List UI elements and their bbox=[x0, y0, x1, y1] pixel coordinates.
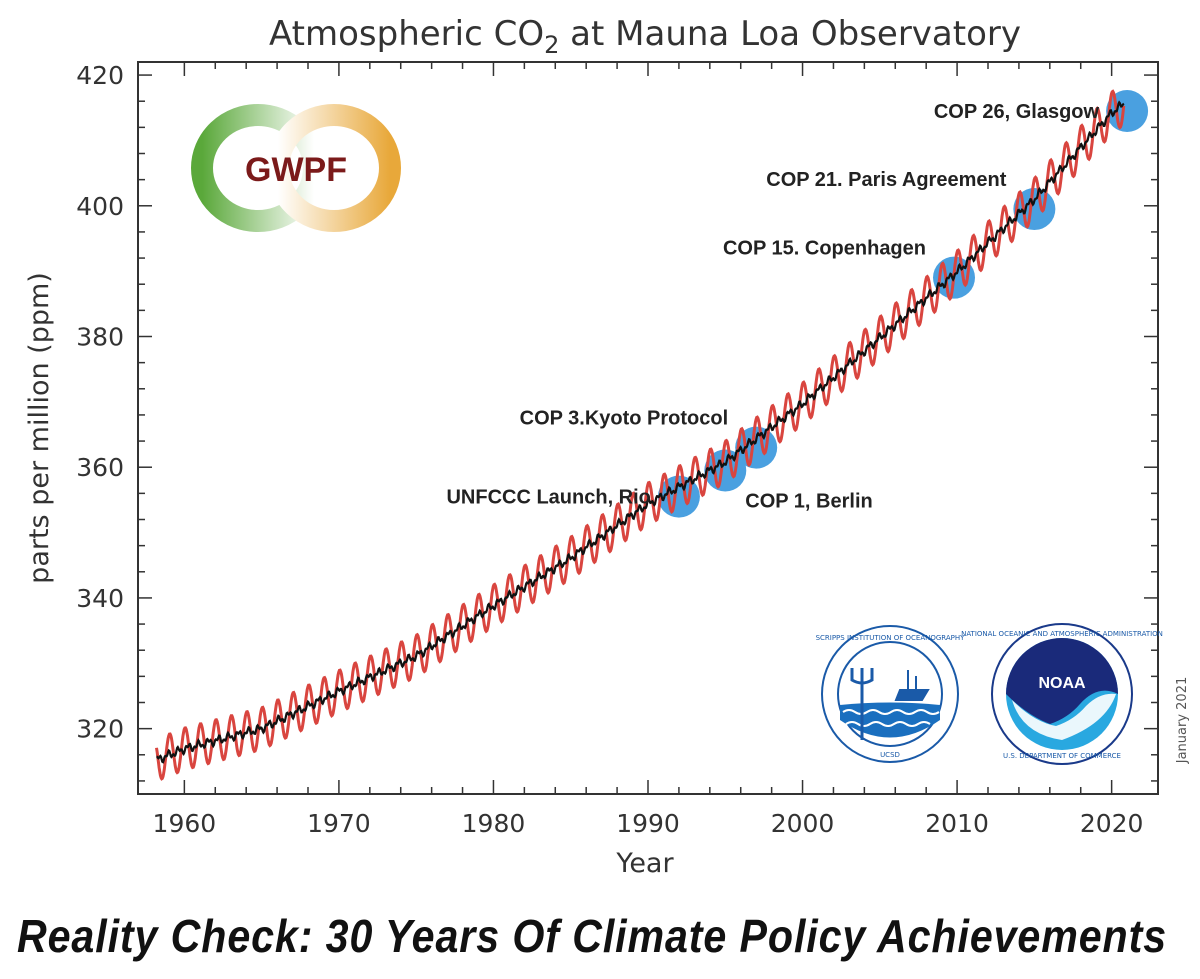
x-tick-label: 1960 bbox=[153, 809, 217, 838]
y-axis-title: parts per million (ppm) bbox=[24, 272, 55, 584]
chart-title: Atmospheric CO2 at Mauna Loa Observatory bbox=[269, 14, 1021, 59]
event-label: COP 3.Kyoto Protocol bbox=[520, 408, 729, 430]
noaa-dept-text: U.S. DEPARTMENT OF COMMERCE bbox=[1003, 752, 1121, 760]
event-label: COP 21. Paris Agreement bbox=[766, 169, 1006, 191]
event-markers bbox=[657, 90, 1149, 518]
event-label: UNFCCC Launch, Rio bbox=[446, 487, 650, 509]
y-tick-label: 420 bbox=[76, 61, 124, 90]
y-tick-label: 320 bbox=[76, 715, 124, 744]
y-tick-label: 400 bbox=[76, 192, 124, 221]
event-labels: UNFCCC Launch, Rio COP 1, Berlin COP 3.Kyo… bbox=[446, 101, 1099, 512]
y-tick-label: 340 bbox=[76, 584, 124, 613]
gwpf-logo-text: GWPF bbox=[245, 151, 347, 189]
y-tick-label: 380 bbox=[76, 323, 124, 352]
x-tick-label: 1980 bbox=[462, 809, 526, 838]
trend-co2-line bbox=[156, 100, 1125, 764]
scripps-logo-text: SCRIPPS INSTITUTION OF OCEANOGRAPHY bbox=[816, 634, 966, 642]
title-subscript: 2 bbox=[544, 31, 559, 59]
x-tick-label: 1970 bbox=[307, 809, 371, 838]
x-tick-label: 2020 bbox=[1080, 809, 1144, 838]
x-tick-labels: 1960 1970 1980 1990 2000 2010 2020 bbox=[153, 809, 1144, 838]
x-tick-label: 1990 bbox=[616, 809, 680, 838]
x-tick-label: 2010 bbox=[925, 809, 989, 838]
scripps-logo-subtext: UCSD bbox=[880, 751, 900, 759]
scripps-logo: SCRIPPS INSTITUTION OF OCEANOGRAPHY UCSD bbox=[816, 625, 966, 763]
event-label: COP 26, Glasgow bbox=[934, 101, 1100, 123]
noaa-ring-text: NATIONAL OCEANIC AND ATMOSPHERIC ADMINIS… bbox=[961, 630, 1163, 638]
event-label: COP 15. Copenhagen bbox=[723, 238, 926, 260]
noaa-logo-text: NOAA bbox=[1038, 675, 1086, 692]
x-tick-label: 2000 bbox=[771, 809, 835, 838]
title-suffix: at Mauna Loa Observatory bbox=[559, 14, 1021, 54]
noaa-logo: NOAA NATIONAL OCEANIC AND ATMOSPHERIC AD… bbox=[961, 623, 1163, 765]
event-label: COP 1, Berlin bbox=[745, 490, 872, 512]
gwpf-logo: GWPF bbox=[191, 104, 401, 232]
y-tick-labels: 320 340 360 380 400 420 bbox=[76, 61, 124, 744]
y-tick-label: 360 bbox=[76, 453, 124, 482]
caption: Reality Check: 30 Years Of Climate Polic… bbox=[17, 910, 1167, 962]
date-stamp: January 2021 bbox=[1175, 677, 1190, 765]
monthly-co2-line bbox=[155, 89, 1126, 781]
axis-ticks bbox=[138, 62, 1158, 794]
x-axis-title: Year bbox=[615, 848, 674, 879]
